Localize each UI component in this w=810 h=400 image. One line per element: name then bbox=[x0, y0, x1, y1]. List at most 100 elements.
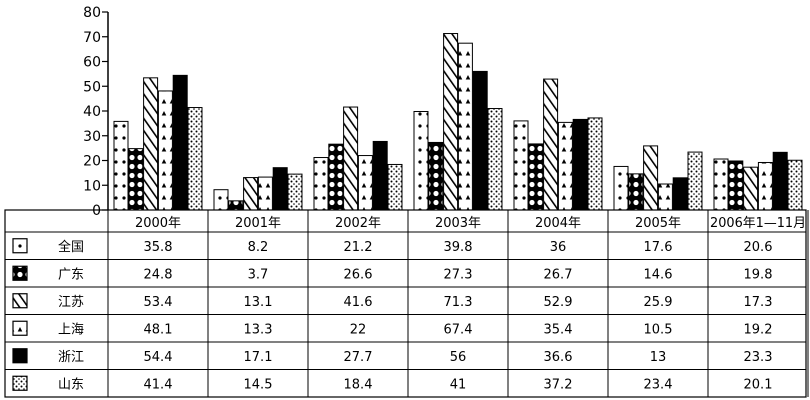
bar-0-5 bbox=[613, 165, 629, 211]
y-tick-label: 70 bbox=[83, 30, 101, 46]
table-cell-value: 19.8 bbox=[744, 267, 773, 282]
table-cell-value: 53.4 bbox=[144, 295, 173, 310]
bar-4-2 bbox=[372, 140, 388, 211]
bar-5-0 bbox=[187, 107, 203, 211]
bar-5-2 bbox=[387, 163, 403, 211]
bar-5-3 bbox=[487, 108, 503, 211]
bar-3-0 bbox=[157, 90, 173, 211]
table-cell-value: 23.3 bbox=[744, 350, 773, 365]
y-tick-label: 80 bbox=[83, 5, 101, 21]
bar-2-2 bbox=[343, 106, 359, 211]
bar-4-1 bbox=[272, 167, 288, 211]
x-category-label: 2005年 bbox=[635, 216, 681, 231]
table-cell-value: 27.7 bbox=[344, 350, 373, 365]
legend-series-name: 全国 bbox=[58, 239, 84, 255]
table-cell-value: 19.2 bbox=[744, 322, 773, 337]
table-cell-value: 13.1 bbox=[244, 295, 273, 310]
bar-3-2 bbox=[357, 155, 373, 211]
bar-2-1 bbox=[243, 177, 259, 211]
legend-swatch bbox=[12, 348, 28, 364]
y-axis: 0 10 20 30 40 50 60 70 80 bbox=[83, 5, 109, 219]
bar-5-1 bbox=[287, 173, 303, 211]
table-cell-value: 25.9 bbox=[644, 295, 673, 310]
table-cell-value: 23.4 bbox=[644, 377, 673, 392]
table-cell-value: 48.1 bbox=[144, 322, 173, 337]
legend-swatch bbox=[12, 265, 28, 281]
bar-1-2 bbox=[328, 143, 344, 211]
bar-0-4 bbox=[513, 120, 529, 211]
table-cell-value: 3.7 bbox=[248, 267, 269, 282]
y-tick-label: 10 bbox=[83, 178, 101, 194]
bar-0-1 bbox=[213, 189, 229, 211]
table-border bbox=[4, 209, 807, 398]
bar-1-3 bbox=[428, 141, 444, 211]
x-category-label: 2001年 bbox=[235, 216, 281, 231]
bar-5-4 bbox=[587, 117, 603, 211]
table-cell-value: 26.7 bbox=[544, 267, 573, 282]
table-cell-value: 35.8 bbox=[144, 240, 173, 255]
table-cell-value: 41.6 bbox=[344, 295, 373, 310]
table-cell-value: 13 bbox=[650, 350, 667, 365]
table-cell-value: 17.6 bbox=[644, 240, 673, 255]
legend-series-name: 广东 bbox=[58, 267, 84, 282]
table-cell-value: 41.4 bbox=[144, 377, 173, 392]
y-tick-label: 30 bbox=[83, 129, 101, 145]
bar-1-1 bbox=[228, 200, 244, 211]
x-category-label: 2006年1—11月 bbox=[710, 216, 806, 231]
table-cell-value: 52.9 bbox=[544, 295, 573, 310]
table-cell-value: 41 bbox=[450, 377, 467, 392]
bar-5-6 bbox=[787, 159, 803, 211]
legend-swatch bbox=[12, 293, 28, 309]
legend-swatch bbox=[12, 238, 28, 254]
table-cell-value: 71.3 bbox=[444, 295, 473, 310]
x-category-label: 2000年 bbox=[135, 216, 181, 231]
x-category-label: 2003年 bbox=[435, 216, 481, 231]
legend-swatch bbox=[12, 375, 28, 391]
y-tick-label: 60 bbox=[83, 55, 101, 71]
legend-series-name: 浙江 bbox=[58, 350, 84, 365]
bar-0-2 bbox=[313, 157, 329, 211]
bar-2-0 bbox=[143, 77, 159, 211]
table-cell-value: 20.6 bbox=[744, 240, 773, 255]
bar-4-4 bbox=[572, 118, 588, 211]
table-cell-value: 54.4 bbox=[144, 350, 173, 365]
bar-4-6 bbox=[772, 151, 788, 211]
table-cell-value: 10.5 bbox=[644, 322, 673, 337]
bar-4-3 bbox=[472, 70, 488, 211]
bar-1-6 bbox=[728, 160, 744, 211]
bar-0-3 bbox=[413, 110, 429, 211]
bar-1-4 bbox=[528, 143, 544, 211]
legend-series-name: 山东 bbox=[58, 377, 84, 392]
table-cell-value: 22 bbox=[350, 322, 367, 337]
table-cell-value: 24.8 bbox=[144, 267, 173, 282]
legend-series-name: 江苏 bbox=[58, 294, 84, 310]
bar-1-5 bbox=[628, 173, 644, 211]
table-cell-value: 36 bbox=[550, 240, 567, 255]
table-cell-value: 8.2 bbox=[248, 240, 269, 255]
bar-2-4 bbox=[543, 78, 559, 211]
table-cell-value: 21.2 bbox=[344, 240, 373, 255]
x-category-label: 2002年 bbox=[335, 216, 381, 231]
table-cell-value: 39.8 bbox=[444, 240, 473, 255]
bar-4-5 bbox=[672, 177, 688, 211]
bar-0-6 bbox=[713, 158, 729, 211]
table-cell-value: 37.2 bbox=[544, 377, 573, 392]
bar-0-0 bbox=[113, 120, 129, 211]
bar-2-6 bbox=[743, 166, 759, 211]
table-cell-value: 14.5 bbox=[244, 377, 273, 392]
bar-1-0 bbox=[128, 148, 144, 211]
bar-3-3 bbox=[457, 42, 473, 211]
bar-3-4 bbox=[557, 121, 573, 211]
bar-3-6 bbox=[757, 161, 773, 211]
table-cell-value: 67.4 bbox=[444, 322, 473, 337]
y-tick-label: 40 bbox=[83, 104, 101, 120]
table-cell-value: 35.4 bbox=[544, 322, 573, 337]
bar-2-3 bbox=[443, 33, 459, 211]
y-tick-label: 0 bbox=[92, 203, 101, 219]
table-cell-value: 17.1 bbox=[244, 350, 273, 365]
table-cell-value: 13.3 bbox=[244, 322, 273, 337]
legend-swatch bbox=[12, 320, 28, 336]
data-table: 2000年 2001年 2002年 2003年 2004年 2005年 2006年1—11月… bbox=[4, 209, 809, 398]
bar-2-5 bbox=[643, 145, 659, 211]
